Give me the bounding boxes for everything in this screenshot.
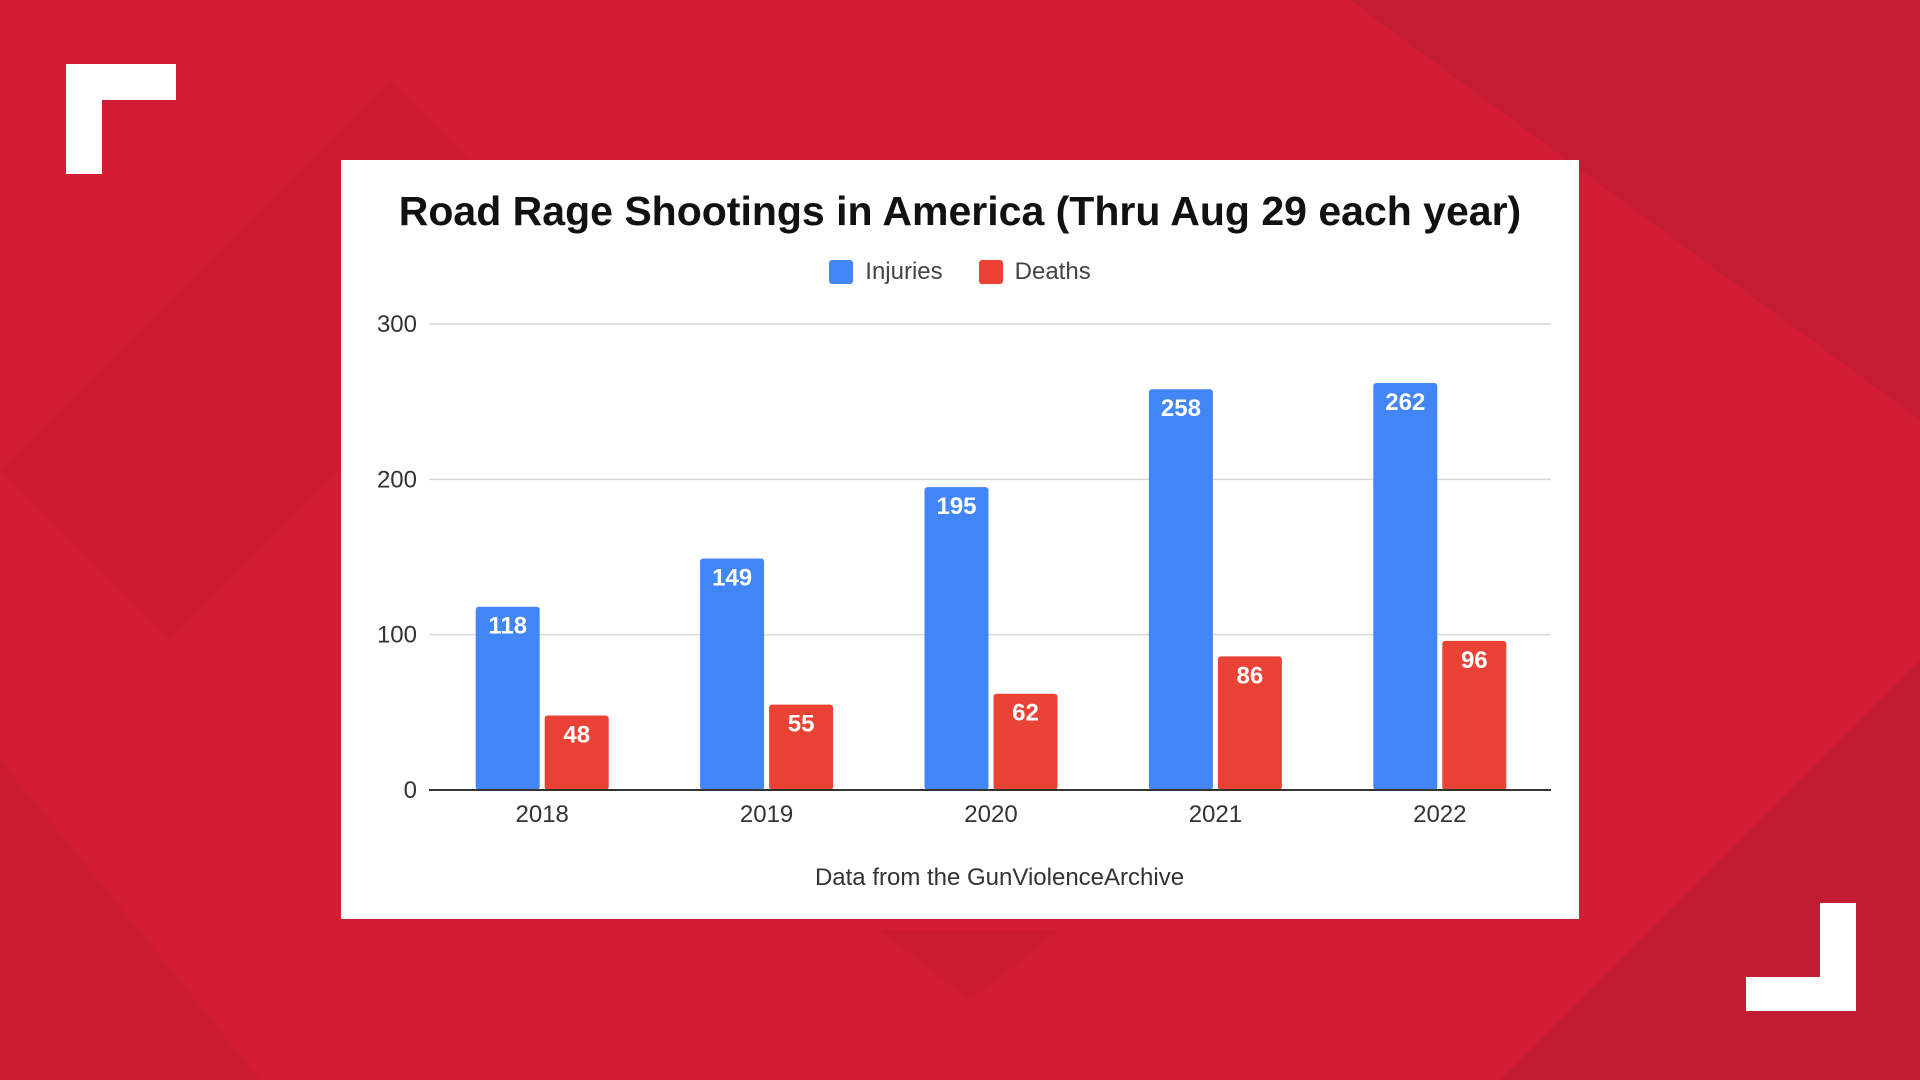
corner-bracket-top-left — [66, 64, 102, 174]
data-label-deaths: 86 — [1237, 662, 1264, 689]
x-tick-label: 2022 — [1413, 801, 1466, 828]
corner-bracket-bottom-right — [1820, 903, 1856, 1011]
data-label-injuries: 195 — [936, 493, 976, 520]
legend-label-injuries: Injuries — [865, 258, 943, 285]
bar-chart-plot: 0 100 200 300 118 48 2018 149 55 2019 195 62 2020 258… — [377, 311, 1551, 828]
data-label-injuries: 262 — [1385, 389, 1425, 416]
bar-deaths — [1217, 656, 1282, 790]
bar-injuries — [475, 606, 540, 790]
bar-injuries — [1148, 389, 1213, 790]
legend-item-injuries: Injuries — [829, 258, 943, 286]
bar-deaths — [769, 704, 834, 790]
bar-deaths — [1442, 640, 1507, 790]
y-tick-label: 200 — [377, 466, 417, 493]
chart-legend: Injuries Deaths — [341, 258, 1579, 286]
data-label-deaths: 55 — [788, 711, 815, 738]
bar-deaths — [544, 715, 609, 790]
bar-injuries — [1373, 383, 1438, 790]
legend-swatch-injuries — [829, 260, 854, 284]
chart-title: Road Rage Shootings in America (Thru Aug… — [398, 188, 1522, 234]
y-tick-label: 0 — [404, 777, 417, 804]
data-label-deaths: 96 — [1461, 647, 1488, 674]
chart-card: Road Rage Shootings in America (Thru Aug… — [341, 160, 1579, 919]
bar-injuries — [700, 558, 765, 790]
y-tick-label: 100 — [377, 622, 417, 649]
legend-item-deaths: Deaths — [978, 258, 1091, 286]
x-tick-label: 2020 — [964, 801, 1017, 828]
x-tick-label: 2019 — [740, 801, 793, 828]
source-note: Data from the GunViolenceArchive — [814, 864, 1185, 891]
data-label-injuries: 149 — [712, 565, 752, 592]
data-label-deaths: 48 — [563, 721, 590, 748]
x-tick-label: 2021 — [1189, 801, 1242, 828]
y-tick-label: 300 — [377, 311, 417, 338]
legend-swatch-deaths — [978, 260, 1003, 284]
legend-label-deaths: Deaths — [1014, 258, 1091, 285]
data-label-injuries: 118 — [488, 613, 527, 640]
data-label-injuries: 258 — [1161, 395, 1201, 422]
bar-injuries — [924, 487, 989, 790]
bar-deaths — [993, 693, 1058, 790]
x-tick-label: 2018 — [516, 801, 569, 828]
data-label-deaths: 62 — [1012, 700, 1039, 727]
